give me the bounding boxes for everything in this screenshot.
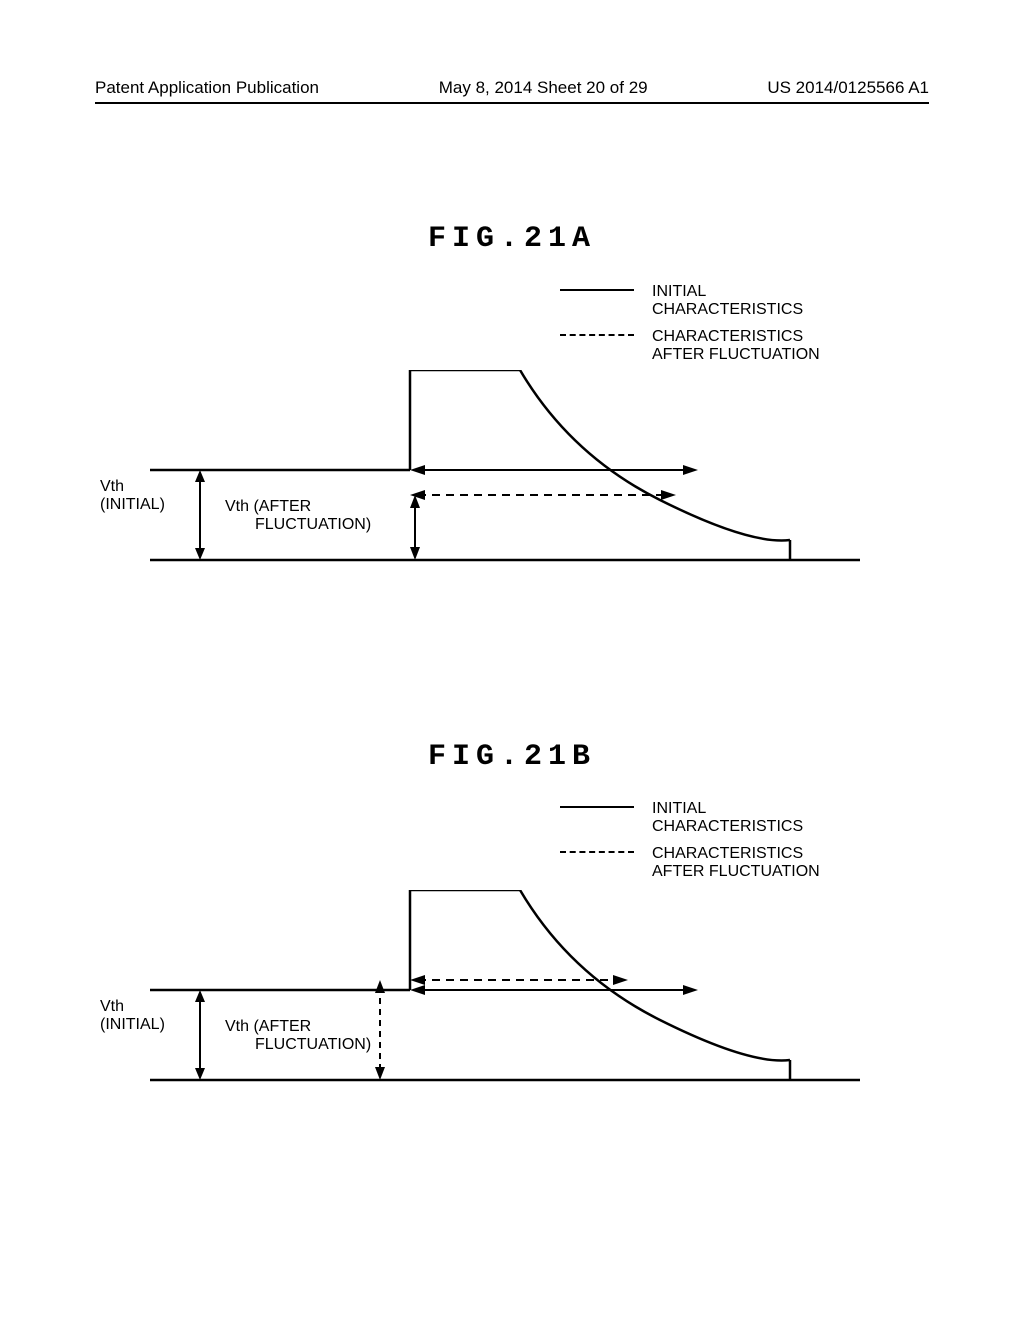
legend-line-solid-icon [560, 289, 634, 299]
header-left: Patent Application Publication [95, 78, 319, 98]
figure-b-legend: INITIAL CHARACTERISTICS CHARACTERISTICS … [560, 800, 940, 890]
legend-line-solid-icon-b [560, 806, 634, 816]
figure-b-title: FIG.21B [0, 740, 1024, 774]
vth-initial-line1: Vth [100, 478, 124, 495]
vth-after-label-b: Vth (AFTER FLUCTUATION) [225, 1018, 371, 1053]
vth-after-line2: FLUCTUATION) [225, 516, 371, 533]
legend-solid-text: INITIAL CHARACTERISTICS [652, 283, 803, 320]
vth-after-label: Vth (AFTER FLUCTUATION) [225, 498, 371, 533]
figure-a-diagram: Vth (INITIAL) Vth (AFTER FLUCTUATION) [120, 370, 880, 585]
vth-after-line1-b: Vth (AFTER [225, 1018, 311, 1035]
legend-line-dashed-icon-b [560, 851, 634, 861]
header-right: US 2014/0125566 A1 [767, 78, 929, 98]
legend-row-solid-b: INITIAL CHARACTERISTICS [560, 800, 940, 837]
figure-a-legend: INITIAL CHARACTERISTICS CHARACTERISTICS … [560, 283, 940, 373]
figure-b-diagram: Vth (INITIAL) Vth (AFTER FLUCTUATION) [120, 890, 880, 1105]
vth-initial-line1-b: Vth [100, 998, 124, 1015]
figure-b-svg [120, 890, 880, 1100]
vth-initial-line2: (INITIAL) [100, 496, 165, 513]
header-rule [95, 102, 929, 104]
vth-initial-line2-b: (INITIAL) [100, 1016, 165, 1033]
legend-dashed-text: CHARACTERISTICS AFTER FLUCTUATION [652, 328, 820, 365]
legend-dashed-text-b: CHARACTERISTICS AFTER FLUCTUATION [652, 845, 820, 882]
legend-row-dashed: CHARACTERISTICS AFTER FLUCTUATION [560, 328, 940, 365]
header-center: May 8, 2014 Sheet 20 of 29 [439, 78, 648, 98]
legend-solid-text-b: INITIAL CHARACTERISTICS [652, 800, 803, 837]
page-header: Patent Application Publication May 8, 20… [0, 78, 1024, 98]
figure-a-title: FIG.21A [0, 222, 1024, 256]
vth-after-line2-b: FLUCTUATION) [225, 1036, 371, 1053]
vth-initial-label-b: Vth (INITIAL) [100, 998, 165, 1033]
legend-row-dashed-b: CHARACTERISTICS AFTER FLUCTUATION [560, 845, 940, 882]
vth-after-line1: Vth (AFTER [225, 498, 311, 515]
vth-initial-label: Vth (INITIAL) [100, 478, 165, 513]
legend-line-dashed-icon [560, 334, 634, 344]
legend-row-solid: INITIAL CHARACTERISTICS [560, 283, 940, 320]
figure-a-svg [120, 370, 880, 580]
